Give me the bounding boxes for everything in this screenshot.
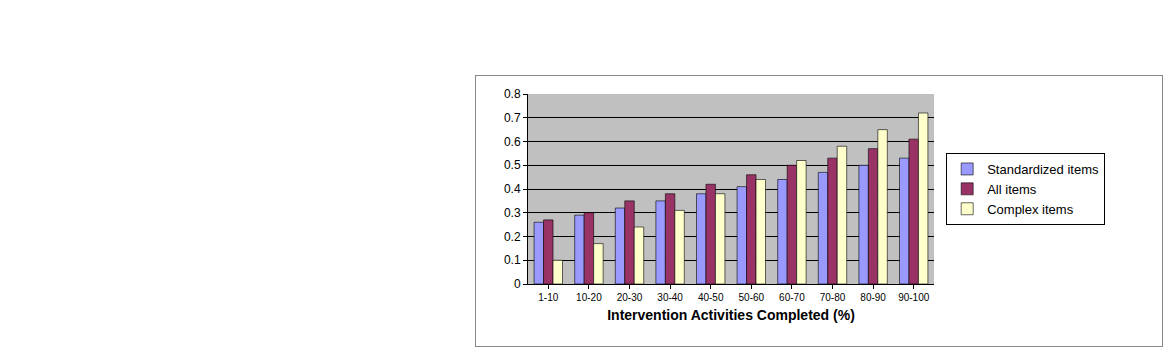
svg-text:0.1: 0.1: [504, 253, 521, 267]
svg-text:0.7: 0.7: [504, 111, 521, 125]
svg-text:30-40: 30-40: [657, 292, 683, 303]
svg-text:0.8: 0.8: [504, 87, 521, 101]
svg-text:70-80: 70-80: [820, 292, 846, 303]
svg-text:80-90: 80-90: [860, 292, 886, 303]
svg-text:0.3: 0.3: [504, 206, 521, 220]
svg-text:90-100: 90-100: [898, 292, 930, 303]
svg-text:1-10: 1-10: [538, 292, 558, 303]
svg-text:60-70: 60-70: [779, 292, 805, 303]
svg-text:0.6: 0.6: [504, 135, 521, 149]
svg-text:All items: All items: [987, 182, 1037, 197]
svg-text:10-20: 10-20: [576, 292, 602, 303]
svg-text:Intervention Activities Comple: Intervention Activities Completed (%): [607, 307, 855, 323]
svg-text:Standardized items: Standardized items: [987, 162, 1099, 177]
svg-text:Complex items: Complex items: [987, 202, 1073, 217]
svg-text:0.5: 0.5: [504, 158, 521, 172]
svg-text:40-50: 40-50: [698, 292, 724, 303]
svg-text:0.4: 0.4: [504, 182, 521, 196]
svg-text:0: 0: [514, 277, 521, 291]
svg-text:0.2: 0.2: [504, 230, 521, 244]
svg-text:20-30: 20-30: [617, 292, 643, 303]
svg-text:50-60: 50-60: [739, 292, 765, 303]
